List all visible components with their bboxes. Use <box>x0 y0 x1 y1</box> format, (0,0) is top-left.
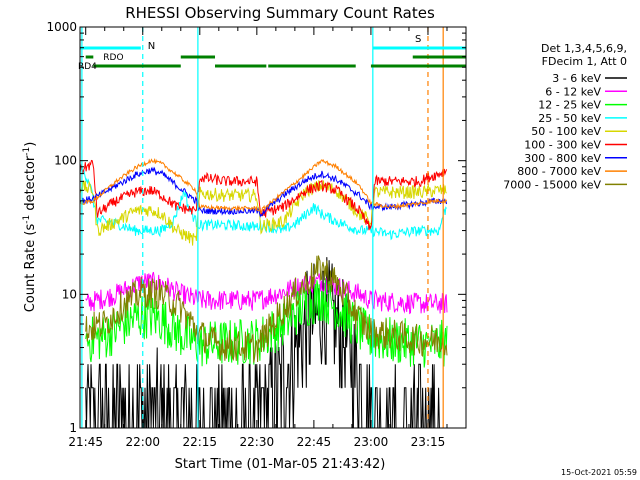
s-label: S <box>415 34 421 45</box>
rdo-label: RDO <box>103 53 123 63</box>
legend-header-line-1: Det 1,3,4,5,6,9, <box>541 42 627 55</box>
x-tick-label-0: 21:45 <box>68 435 103 449</box>
n-label: N <box>148 41 155 52</box>
y-tick-label-3: 1000 <box>46 20 77 34</box>
y-axis-label-sup1: -1 <box>22 215 32 224</box>
legend-label-4: 50 - 100 keV <box>531 125 601 138</box>
legend-label-7: 800 - 7000 keV <box>517 165 601 178</box>
series-line-7 <box>79 157 448 214</box>
y-axis-label-sup2: -1 <box>22 147 32 156</box>
y-tick-label-2: 100 <box>54 154 77 168</box>
footer-date: 15-Oct-2021 05:59 <box>561 468 637 477</box>
series-line-8 <box>85 255 448 363</box>
x-tick-label-1: 22:00 <box>125 435 160 449</box>
y-axis-label-end: ) <box>23 142 38 147</box>
x-tick-label-3: 22:30 <box>240 435 275 449</box>
y-tick-label-1: 10 <box>62 287 77 301</box>
y-tick-label-0: 1 <box>69 421 77 435</box>
series-line-4 <box>79 180 447 246</box>
plot-frame <box>79 26 467 429</box>
legend-label-0: 3 - 6 keV <box>552 72 601 85</box>
rd4-label: RD4 <box>78 62 97 72</box>
legend-label-6: 300 - 800 keV <box>524 152 601 165</box>
legend: Det 1,3,4,5,6,9, FDecim 1, Att 0 3 - 6 k… <box>503 42 627 191</box>
chart-title: RHESSI Observing Summary Count Rates <box>125 4 435 22</box>
legend-label-8: 7000 - 15000 keV <box>503 178 601 191</box>
legend-label-3: 25 - 50 keV <box>538 112 601 125</box>
plot-area: N RDO RD4 S <box>78 27 466 429</box>
series-line-0 <box>85 257 440 429</box>
legend-label-5: 100 - 300 keV <box>524 139 601 152</box>
x-tick-label-6: 23:15 <box>411 435 446 449</box>
x-axis-label: Start Time (01-Mar-05 21:43:42) <box>175 457 386 472</box>
axes: 21:45 22:00 22:15 22:30 22:45 23:00 23:15 1 10 10… <box>46 20 467 449</box>
x-tick-label-5: 23:00 <box>354 435 389 449</box>
x-tick-label-2: 22:15 <box>182 435 217 449</box>
y-axis-label: Count Rate (s-1 detector-1) <box>22 142 38 313</box>
series-line-1 <box>85 271 448 315</box>
legend-label-1: 6 - 12 keV <box>545 85 601 98</box>
series-line-5 <box>79 159 448 231</box>
legend-label-2: 12 - 25 keV <box>538 99 601 112</box>
y-axis-label-text: Count Rate (s-1 detector-1) <box>22 142 38 313</box>
y-axis-label-mid: detector <box>23 155 38 215</box>
x-tick-label-4: 22:45 <box>297 435 332 449</box>
y-axis-label-main: Count Rate (s <box>23 224 38 313</box>
legend-header-line-2: FDecim 1, Att 0 <box>542 55 627 68</box>
